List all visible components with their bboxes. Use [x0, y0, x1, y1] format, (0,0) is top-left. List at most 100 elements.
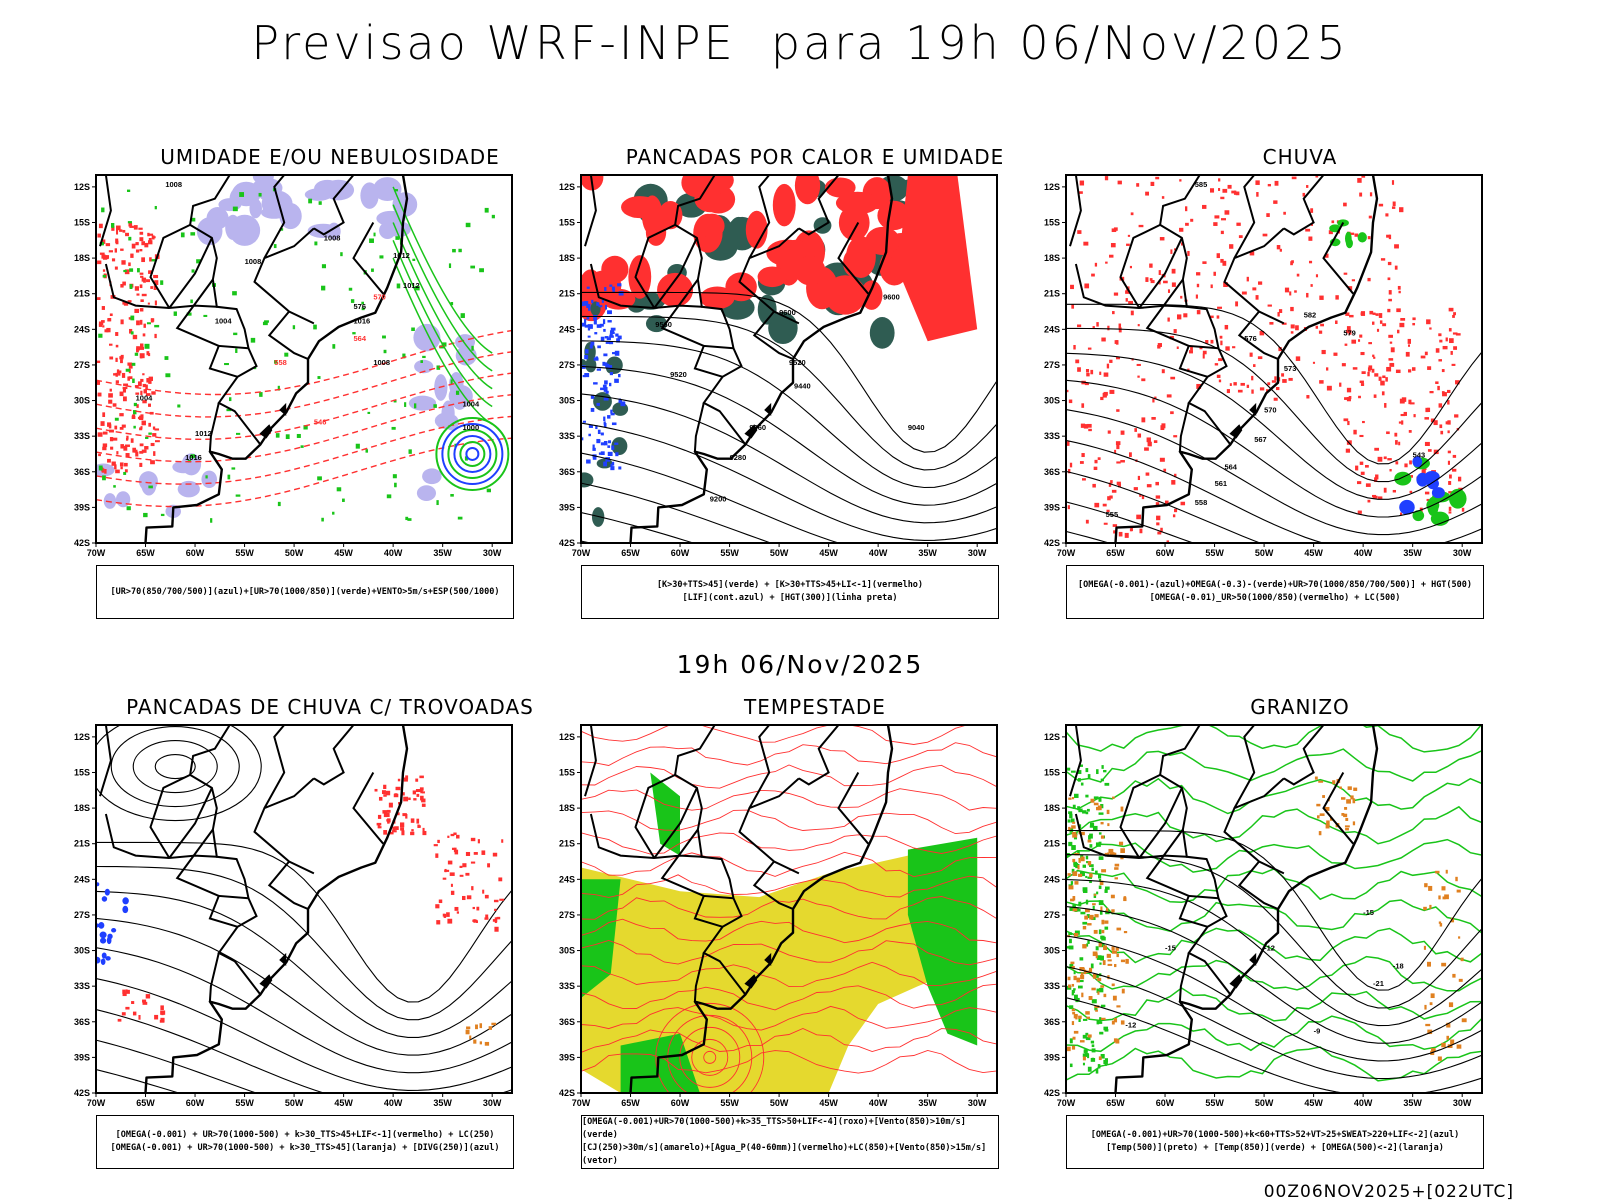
rain-red: [1412, 322, 1416, 326]
rain-red: [1154, 396, 1157, 399]
rain-red: [1253, 364, 1256, 368]
storm-red: [386, 819, 389, 822]
rain-red: [1172, 514, 1176, 518]
humidity-green: [273, 244, 277, 249]
border-line: [1074, 263, 1140, 309]
lif-contour: [610, 327, 616, 331]
lon-label: 70W: [572, 1098, 591, 1108]
coastline-layer: [99, 725, 409, 1093]
humidity-red: [154, 280, 159, 286]
omega-orange: [1461, 1018, 1467, 1023]
storm-red: [462, 863, 467, 868]
lif-contour: [605, 341, 610, 344]
humidity-green: [436, 365, 441, 370]
humidity-green: [132, 378, 135, 383]
streamline: [96, 865, 512, 1021]
humidity-red: [139, 237, 144, 242]
storm-red: [399, 822, 405, 828]
rain-red: [1146, 437, 1151, 443]
rain-red: [1255, 180, 1260, 185]
lagoon: [1229, 424, 1243, 439]
storm-red: [470, 837, 476, 842]
legend-line-1: [K>30+TTS>45](verde) + [K>30+TTS>45+LI<-…: [656, 580, 924, 590]
rain-red: [1441, 391, 1445, 394]
rain-red: [1081, 403, 1085, 408]
coastline: [144, 175, 409, 543]
temp850-line: [1089, 822, 1095, 827]
rain-red: [1408, 369, 1412, 373]
storm-red: [459, 874, 464, 877]
humidity-green: [386, 494, 392, 499]
humidity-red: [149, 257, 152, 262]
humidity-red: [153, 274, 159, 279]
lon-label: 60W: [671, 1098, 690, 1108]
humidity-red: [151, 391, 156, 395]
humidity-green: [395, 236, 400, 240]
border-line: [1178, 952, 1190, 1002]
storm-red: [447, 835, 450, 838]
rain-red: [1096, 322, 1099, 327]
rain-red: [1395, 369, 1401, 374]
rain-red: [1116, 481, 1121, 486]
rain-red: [1075, 359, 1080, 364]
thickness-line: [96, 372, 512, 441]
temp850-line: [1079, 957, 1084, 961]
rain-red: [1405, 351, 1410, 357]
rain-red: [1425, 407, 1429, 413]
rain-red: [1365, 483, 1371, 487]
temp850-line: [1090, 1040, 1095, 1044]
lif-contour: [618, 466, 622, 470]
omega-orange: [1073, 1030, 1079, 1034]
rain-red: [1152, 398, 1155, 403]
humidity-green: [196, 259, 202, 264]
humidity-green: [336, 487, 342, 492]
rain-red: [1220, 196, 1225, 200]
lif-contour: [607, 415, 611, 419]
rain-red: [1114, 449, 1117, 454]
lon-label: 55W: [720, 548, 739, 558]
panel-legend: [K>30+TTS>45](verde) + [K>30+TTS>45+LI<-…: [581, 565, 999, 619]
omega-orange: [1071, 831, 1077, 835]
rain-red: [1174, 473, 1177, 478]
temp850-line: [1096, 769, 1099, 775]
lif-contour: [581, 322, 586, 327]
storm-red: [394, 793, 398, 797]
lif-contour: [609, 330, 615, 334]
rain-red: [1118, 483, 1122, 488]
rain-red: [1440, 430, 1444, 435]
rain-red: [1155, 502, 1160, 507]
rain-red: [1259, 387, 1265, 391]
storm-red: [438, 899, 443, 904]
divergence-blue: [105, 956, 111, 961]
rain-red: [1129, 265, 1132, 269]
humidity-green: [154, 324, 160, 328]
lat-label: 24S: [74, 324, 90, 334]
rain-red: [1447, 460, 1451, 465]
humidity-red: [152, 433, 157, 437]
omega-orange: [1067, 976, 1071, 981]
instability-green: [611, 437, 628, 456]
temp850-line: [1085, 875, 1088, 878]
humidity-red: [140, 343, 144, 349]
omega-orange: [1098, 942, 1103, 947]
contour-label: -21: [1373, 979, 1384, 988]
lif-contour: [610, 463, 613, 468]
lon-label: 30W: [1453, 548, 1472, 558]
temp850-line: [1104, 1058, 1109, 1063]
humidity-green: [143, 512, 148, 518]
rain-red: [1373, 356, 1376, 359]
border-line: [660, 828, 705, 897]
lif-contour: [603, 362, 608, 366]
rain-red: [1160, 527, 1163, 533]
temp850-line: [1068, 841, 1073, 847]
coastline-layer: [1069, 725, 1379, 1093]
omega-orange: [1089, 914, 1094, 920]
storm-red: [494, 917, 498, 923]
rain-red: [1391, 206, 1396, 209]
panel-tempestade: TEMPESTADE 12S 15S 18S 21S 24S 27S 30S 33S 36S 39…: [555, 695, 1075, 1185]
contour-label: 564: [354, 334, 367, 343]
humidity-green: [464, 456, 468, 461]
humidity-red: [147, 240, 153, 245]
rain-red: [1346, 329, 1349, 334]
